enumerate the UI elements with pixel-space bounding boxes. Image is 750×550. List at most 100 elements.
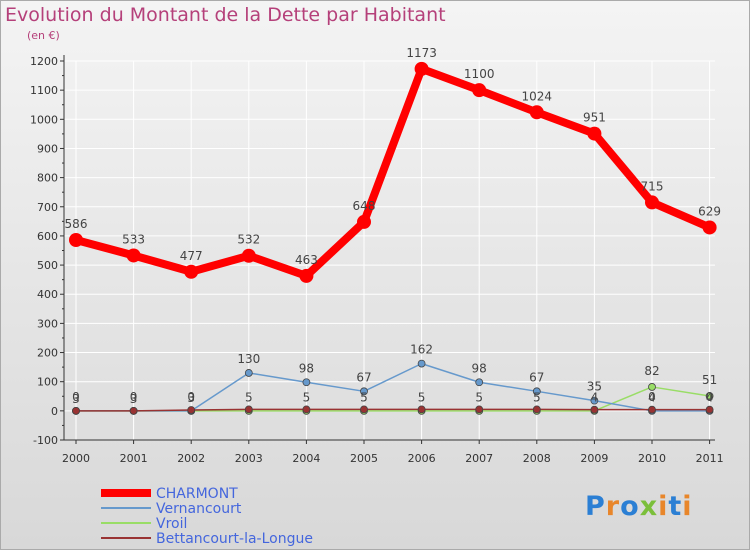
x-tick-label: 2003 [235, 452, 263, 465]
data-point-charmont [645, 195, 659, 209]
data-label-charmont: 951 [583, 111, 606, 125]
data-label-bettancourt-la-longue: 5 [475, 390, 483, 404]
data-point-bettancourt-la-longue [649, 406, 656, 413]
data-label-bettancourt-la-longue: 3 [130, 392, 138, 406]
y-tick-label: 1200 [30, 55, 58, 68]
data-label-charmont: 1100 [464, 67, 495, 81]
data-point-charmont [587, 127, 601, 141]
data-label-charmont: 1024 [522, 89, 553, 103]
data-point-bettancourt-la-longue [591, 406, 598, 413]
data-point-vernancourt [303, 379, 310, 386]
series-line-vroil [76, 387, 710, 411]
x-tick-label: 2009 [580, 452, 608, 465]
data-point-bettancourt-la-longue [706, 406, 713, 413]
x-tick-label: 2004 [292, 452, 320, 465]
y-tick-label: 0 [51, 405, 58, 418]
data-label-charmont: 533 [122, 232, 145, 246]
data-label-charmont: 715 [641, 179, 664, 193]
x-axis-tick-labels: 2000 2001 2002 2003 2004 2005 2006 2007 2008 2009… [62, 452, 724, 465]
data-point-bettancourt-la-longue [245, 406, 252, 413]
y-tick-label: 600 [37, 230, 58, 243]
data-label-vernancourt: 98 [472, 361, 487, 375]
data-point-charmont [299, 269, 313, 283]
data-label-bettancourt-la-longue: 5 [418, 390, 426, 404]
x-tick-label: 2007 [465, 452, 493, 465]
data-label-bettancourt-la-longue: 4 [591, 391, 599, 405]
data-label-charmont: 1173 [406, 46, 437, 60]
grid [64, 61, 715, 440]
data-point-bettancourt-la-longue [303, 406, 310, 413]
legend-label-vernancourt: Vernancourt [156, 501, 242, 517]
data-point-bettancourt-la-longue [418, 406, 425, 413]
data-point-charmont [415, 62, 429, 76]
data-point-bettancourt-la-longue [476, 406, 483, 413]
y-tick-label: 300 [37, 317, 58, 330]
y-tick-label: 200 [37, 347, 58, 360]
data-point-charmont [242, 249, 256, 263]
data-label-charmont: 648 [353, 199, 376, 213]
data-label-charmont: 532 [237, 233, 260, 247]
x-tick-label: 2005 [350, 452, 378, 465]
data-label-bettancourt-la-longue: 5 [245, 390, 253, 404]
series-line-vernancourt [76, 364, 710, 411]
data-point-bettancourt-la-longue [533, 406, 540, 413]
data-point-charmont [472, 83, 486, 97]
x-tick-label: 2002 [177, 452, 205, 465]
legend: CHARMONTVernancourtVroilBettancourt-la-L… [101, 486, 313, 547]
x-tick-label: 2011 [696, 452, 724, 465]
legend-label-bettancourt-la-longue: Bettancourt-la-Longue [156, 531, 313, 547]
data-label-bettancourt-la-longue: 3 [187, 391, 195, 405]
x-tick-label: 2010 [638, 452, 666, 465]
legend-label-vroil: Vroil [156, 516, 187, 532]
y-tick-label: 400 [37, 288, 58, 301]
data-label-vernancourt: 130 [237, 352, 260, 366]
data-label-charmont: 477 [180, 249, 203, 263]
data-label-vroil: 51 [702, 373, 717, 387]
data-point-charmont [703, 220, 717, 234]
legend-label-charmont: CHARMONT [156, 486, 238, 502]
proxiti-logo: Proxiti [585, 491, 693, 522]
data-point-vernancourt [245, 369, 252, 376]
data-label-vroil: 82 [644, 364, 659, 378]
data-label-charmont: 629 [698, 204, 721, 218]
debt-line-chart: -100010020030040050060070080090010001100… [1, 1, 750, 550]
y-tick-label: 900 [37, 142, 58, 155]
data-label-vernancourt: 67 [529, 370, 544, 384]
y-tick-label: 100 [37, 376, 58, 389]
y-axis-tick-labels: -100 0 100 200 300 400 500 600 700 800 900 1000 1100… [30, 55, 58, 447]
x-tick-label: 2008 [523, 452, 551, 465]
y-tick-label: 1100 [30, 84, 58, 97]
data-label-vernancourt: 67 [356, 370, 371, 384]
x-tick-label: 2006 [408, 452, 436, 465]
data-point-vernancourt [476, 379, 483, 386]
data-label-vernancourt: 98 [299, 361, 314, 375]
data-label-vernancourt: 162 [410, 343, 433, 357]
chart-frame: Evolution du Montant de la Dette par Hab… [0, 0, 750, 550]
data-point-charmont [69, 233, 83, 247]
data-point-bettancourt-la-longue [73, 407, 80, 414]
data-point-charmont [184, 265, 198, 279]
data-point-bettancourt-la-longue [188, 406, 195, 413]
y-tick-label: -100 [33, 434, 58, 447]
data-label-charmont: 586 [65, 217, 88, 231]
data-label-bettancourt-la-longue: 5 [303, 390, 311, 404]
data-label-bettancourt-la-longue: 3 [72, 392, 80, 406]
x-tick-label: 2000 [62, 452, 90, 465]
data-point-bettancourt-la-longue [130, 407, 137, 414]
data-label-bettancourt-la-longue: 4 [648, 391, 656, 405]
data-point-vernancourt [418, 360, 425, 367]
data-label-bettancourt-la-longue: 5 [360, 390, 368, 404]
y-tick-label: 700 [37, 201, 58, 214]
x-tick-label: 2001 [120, 452, 148, 465]
series-line-charmont [76, 69, 710, 276]
data-label-charmont: 463 [295, 253, 318, 267]
y-tick-label: 500 [37, 259, 58, 272]
data-point-charmont [530, 105, 544, 119]
data-label-bettancourt-la-longue: 4 [706, 391, 714, 405]
axes [60, 55, 715, 444]
data-point-charmont [357, 215, 371, 229]
y-tick-label: 800 [37, 172, 58, 185]
data-point-charmont [127, 248, 141, 262]
data-label-bettancourt-la-longue: 5 [533, 390, 541, 404]
